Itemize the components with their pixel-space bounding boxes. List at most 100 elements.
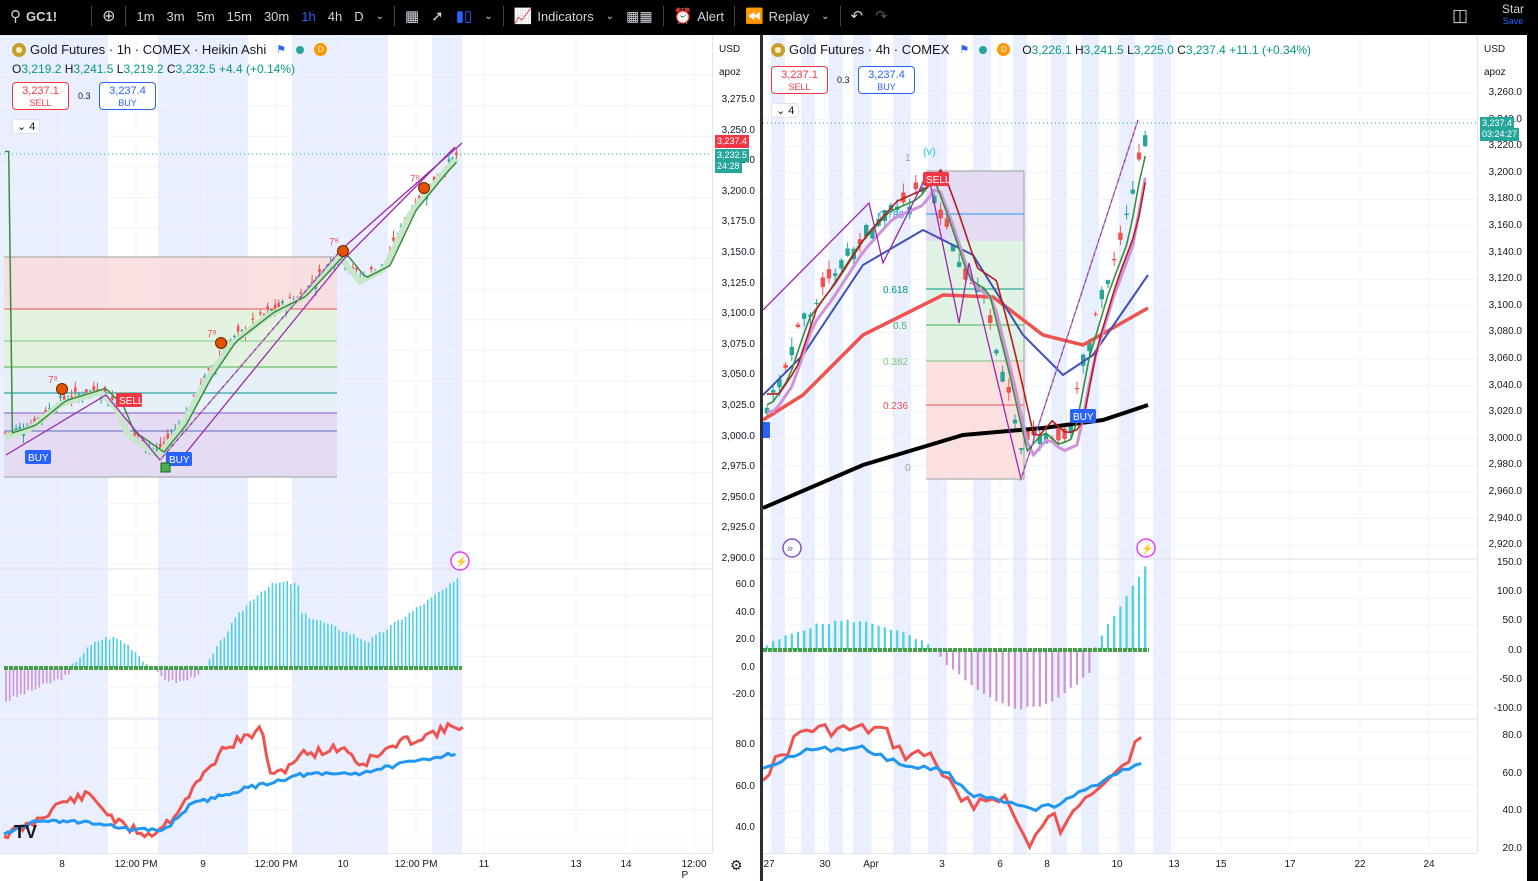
double-arrow-icon: » <box>787 543 793 555</box>
candle-body <box>777 379 782 388</box>
candle-body <box>370 266 373 270</box>
candle-body <box>1124 213 1129 216</box>
left-price-axis[interactable]: USD apoz 3,275.03,250.03,225.03,200.03,1… <box>712 35 760 853</box>
currency-label[interactable]: USD <box>719 44 741 55</box>
right-price-axis[interactable]: USD apoz 3,260.03,240.03,220.03,200.03,1… <box>1477 35 1527 854</box>
interval-1m[interactable]: 1m <box>130 0 160 32</box>
interval-15m[interactable]: 15m <box>221 0 258 32</box>
sell-signal: SELL <box>926 175 951 186</box>
currency-label[interactable]: USD <box>1484 44 1506 55</box>
interval-1h[interactable]: 1h <box>295 0 321 32</box>
last-price-tag[interactable]: 3,237.4 <box>1480 117 1515 130</box>
bar-style-button[interactable]: ▦ <box>399 0 425 32</box>
undo-button[interactable]: ↶ <box>845 0 870 32</box>
candle-body <box>957 261 962 267</box>
candle-body <box>1105 280 1111 284</box>
candle-body <box>266 306 269 310</box>
indicators-button[interactable]: 📈 Indicators <box>508 0 600 32</box>
interval-5m[interactable]: 5m <box>191 0 221 32</box>
right-sell-button[interactable]: 3,237.1 SELL <box>771 66 828 94</box>
right-chart-title[interactable]: Gold Futures · 4h · COMEX <box>789 42 950 57</box>
candle-body <box>1006 386 1011 393</box>
candle-style-button[interactable]: ▮▯ <box>450 0 479 32</box>
last-price-tag[interactable]: 3,232.5 <box>715 149 750 162</box>
tradingview-logo[interactable]: TV <box>14 822 38 842</box>
candle-body <box>833 273 838 276</box>
buy-price: 3,237.4 <box>868 69 905 81</box>
scale-label[interactable]: apoz <box>1484 67 1506 78</box>
templates-button[interactable]: ▦▦ <box>620 0 658 32</box>
price-tick: 2,920.0 <box>1488 539 1522 551</box>
time-label: 24 <box>1423 859 1435 870</box>
price-tick: 3,260.0 <box>1488 87 1522 98</box>
close-value: 3,232.5 <box>175 62 216 76</box>
chevron-down-icon: ⌄ <box>484 10 493 22</box>
candle-body <box>802 313 807 319</box>
replay-button[interactable]: ⏪ Replay <box>739 0 815 32</box>
countdown-tag[interactable]: 03:24:27 <box>1480 128 1520 141</box>
interval-30m[interactable]: 30m <box>258 0 295 32</box>
left-chart-canvas[interactable]: BUY SELL BUY 7⁸ 7⁸ 7⁸ 7⁸ ⚡ <box>0 35 712 853</box>
undo-icon: ↶ <box>850 8 864 25</box>
star-save-button[interactable]: Star Save <box>1502 3 1524 27</box>
interval-4h[interactable]: 4h <box>322 0 348 32</box>
left-time-axis[interactable]: 8 12:00 PM 9 12:00 PM 10 12:00 PM 11 13 14 12:00 … <box>0 853 712 881</box>
replay-dropdown[interactable]: ⌄ <box>815 0 835 32</box>
scale-label[interactable]: apoz <box>719 67 741 78</box>
price-tick: 2,980.0 <box>1488 459 1522 471</box>
interval-3m[interactable]: 3m <box>161 0 191 32</box>
fib-zone-red <box>926 361 1024 479</box>
settings-gear-icon[interactable]: ⚙ <box>730 857 743 873</box>
candle-body <box>1087 341 1092 352</box>
flag-icon[interactable]: ⚑ <box>959 44 970 56</box>
event-marker-icon <box>56 383 68 395</box>
interval-label: 4h <box>327 8 343 24</box>
right-time-axis[interactable]: 27 30 Apr 3 6 8 10 13 15 17 22 24 <box>763 853 1477 881</box>
compare-symbol-button[interactable]: ⊕ <box>96 0 121 32</box>
sell-label: SELL <box>788 82 811 92</box>
line-style-button[interactable]: ➚ <box>425 0 450 32</box>
oscillator-tick: 0.0 <box>741 661 755 673</box>
candle-body <box>1019 448 1024 450</box>
price-tick: 3,175.0 <box>721 216 755 228</box>
session-band <box>853 35 871 853</box>
rsi-tick: 80.0 <box>735 739 755 750</box>
right-buy-button[interactable]: 3,237.4 BUY <box>858 66 915 94</box>
pane-divider[interactable] <box>760 35 763 881</box>
alert-button[interactable]: ⏰ Alert <box>668 0 730 32</box>
time-label: 14 <box>620 859 632 870</box>
session-band <box>1153 35 1171 853</box>
price-tick: 3,275.0 <box>721 94 755 105</box>
chart-style-dropdown[interactable]: ⌄ <box>478 0 498 32</box>
interval-dropdown[interactable]: ⌄ <box>370 0 390 32</box>
ma-50-line <box>763 293 1149 422</box>
left-buy-button[interactable]: 3,237.4 BUY <box>99 82 156 110</box>
rsi-tick: 20.0 <box>1502 842 1522 854</box>
right-collapse-indicators[interactable]: ⌄ 4 <box>771 103 800 118</box>
interval-d[interactable]: D <box>348 0 369 32</box>
layout-button[interactable]: ◫ <box>1446 0 1474 32</box>
redo-button[interactable]: ↷ <box>869 0 894 32</box>
candle-body <box>288 296 292 299</box>
left-sell-button[interactable]: 3,237.1 SELL <box>12 82 69 110</box>
flag-icon[interactable]: ⚑ <box>276 44 287 56</box>
price-tick: 3,250.0 <box>721 124 755 136</box>
open-value: 3,226.1 <box>1031 42 1072 57</box>
ask-price-tag[interactable]: 3,237.4 <box>715 135 750 148</box>
time-label: 30 <box>819 859 831 870</box>
oscillator-tick: 20.0 <box>735 634 755 645</box>
price-tick: 3,160.0 <box>1488 220 1522 231</box>
price-tick: 2,925.0 <box>721 522 755 534</box>
countdown-tag[interactable]: 24:28 <box>715 160 742 173</box>
chevron-down-icon: ⌄ <box>17 121 27 133</box>
symbol-search[interactable]: ⚲ GC1! <box>0 0 63 32</box>
right-chart-canvas[interactable]: 1 0.786 0.618 0.5 0.382 0.236 0 (v) SELL BUY » ⚡ <box>763 35 1477 853</box>
right-chart-pane[interactable]: 1 0.786 0.618 0.5 0.382 0.236 0 (v) SELL BUY » ⚡ Go… <box>763 35 1527 881</box>
left-chart-pane[interactable]: BUY SELL BUY 7⁸ 7⁸ 7⁸ 7⁸ ⚡ Gold Futures · 1h · … <box>0 35 760 881</box>
buy-marker <box>160 462 171 473</box>
wave-count-label: 7⁸ <box>329 237 339 248</box>
left-chart-title[interactable]: Gold Futures · 1h · COMEX · Heikin Ashi <box>30 42 267 57</box>
indicators-dropdown[interactable]: ⌄ <box>600 0 620 32</box>
left-collapse-indicators[interactable]: ⌄ 4 <box>12 119 41 134</box>
candle-body <box>273 304 277 310</box>
